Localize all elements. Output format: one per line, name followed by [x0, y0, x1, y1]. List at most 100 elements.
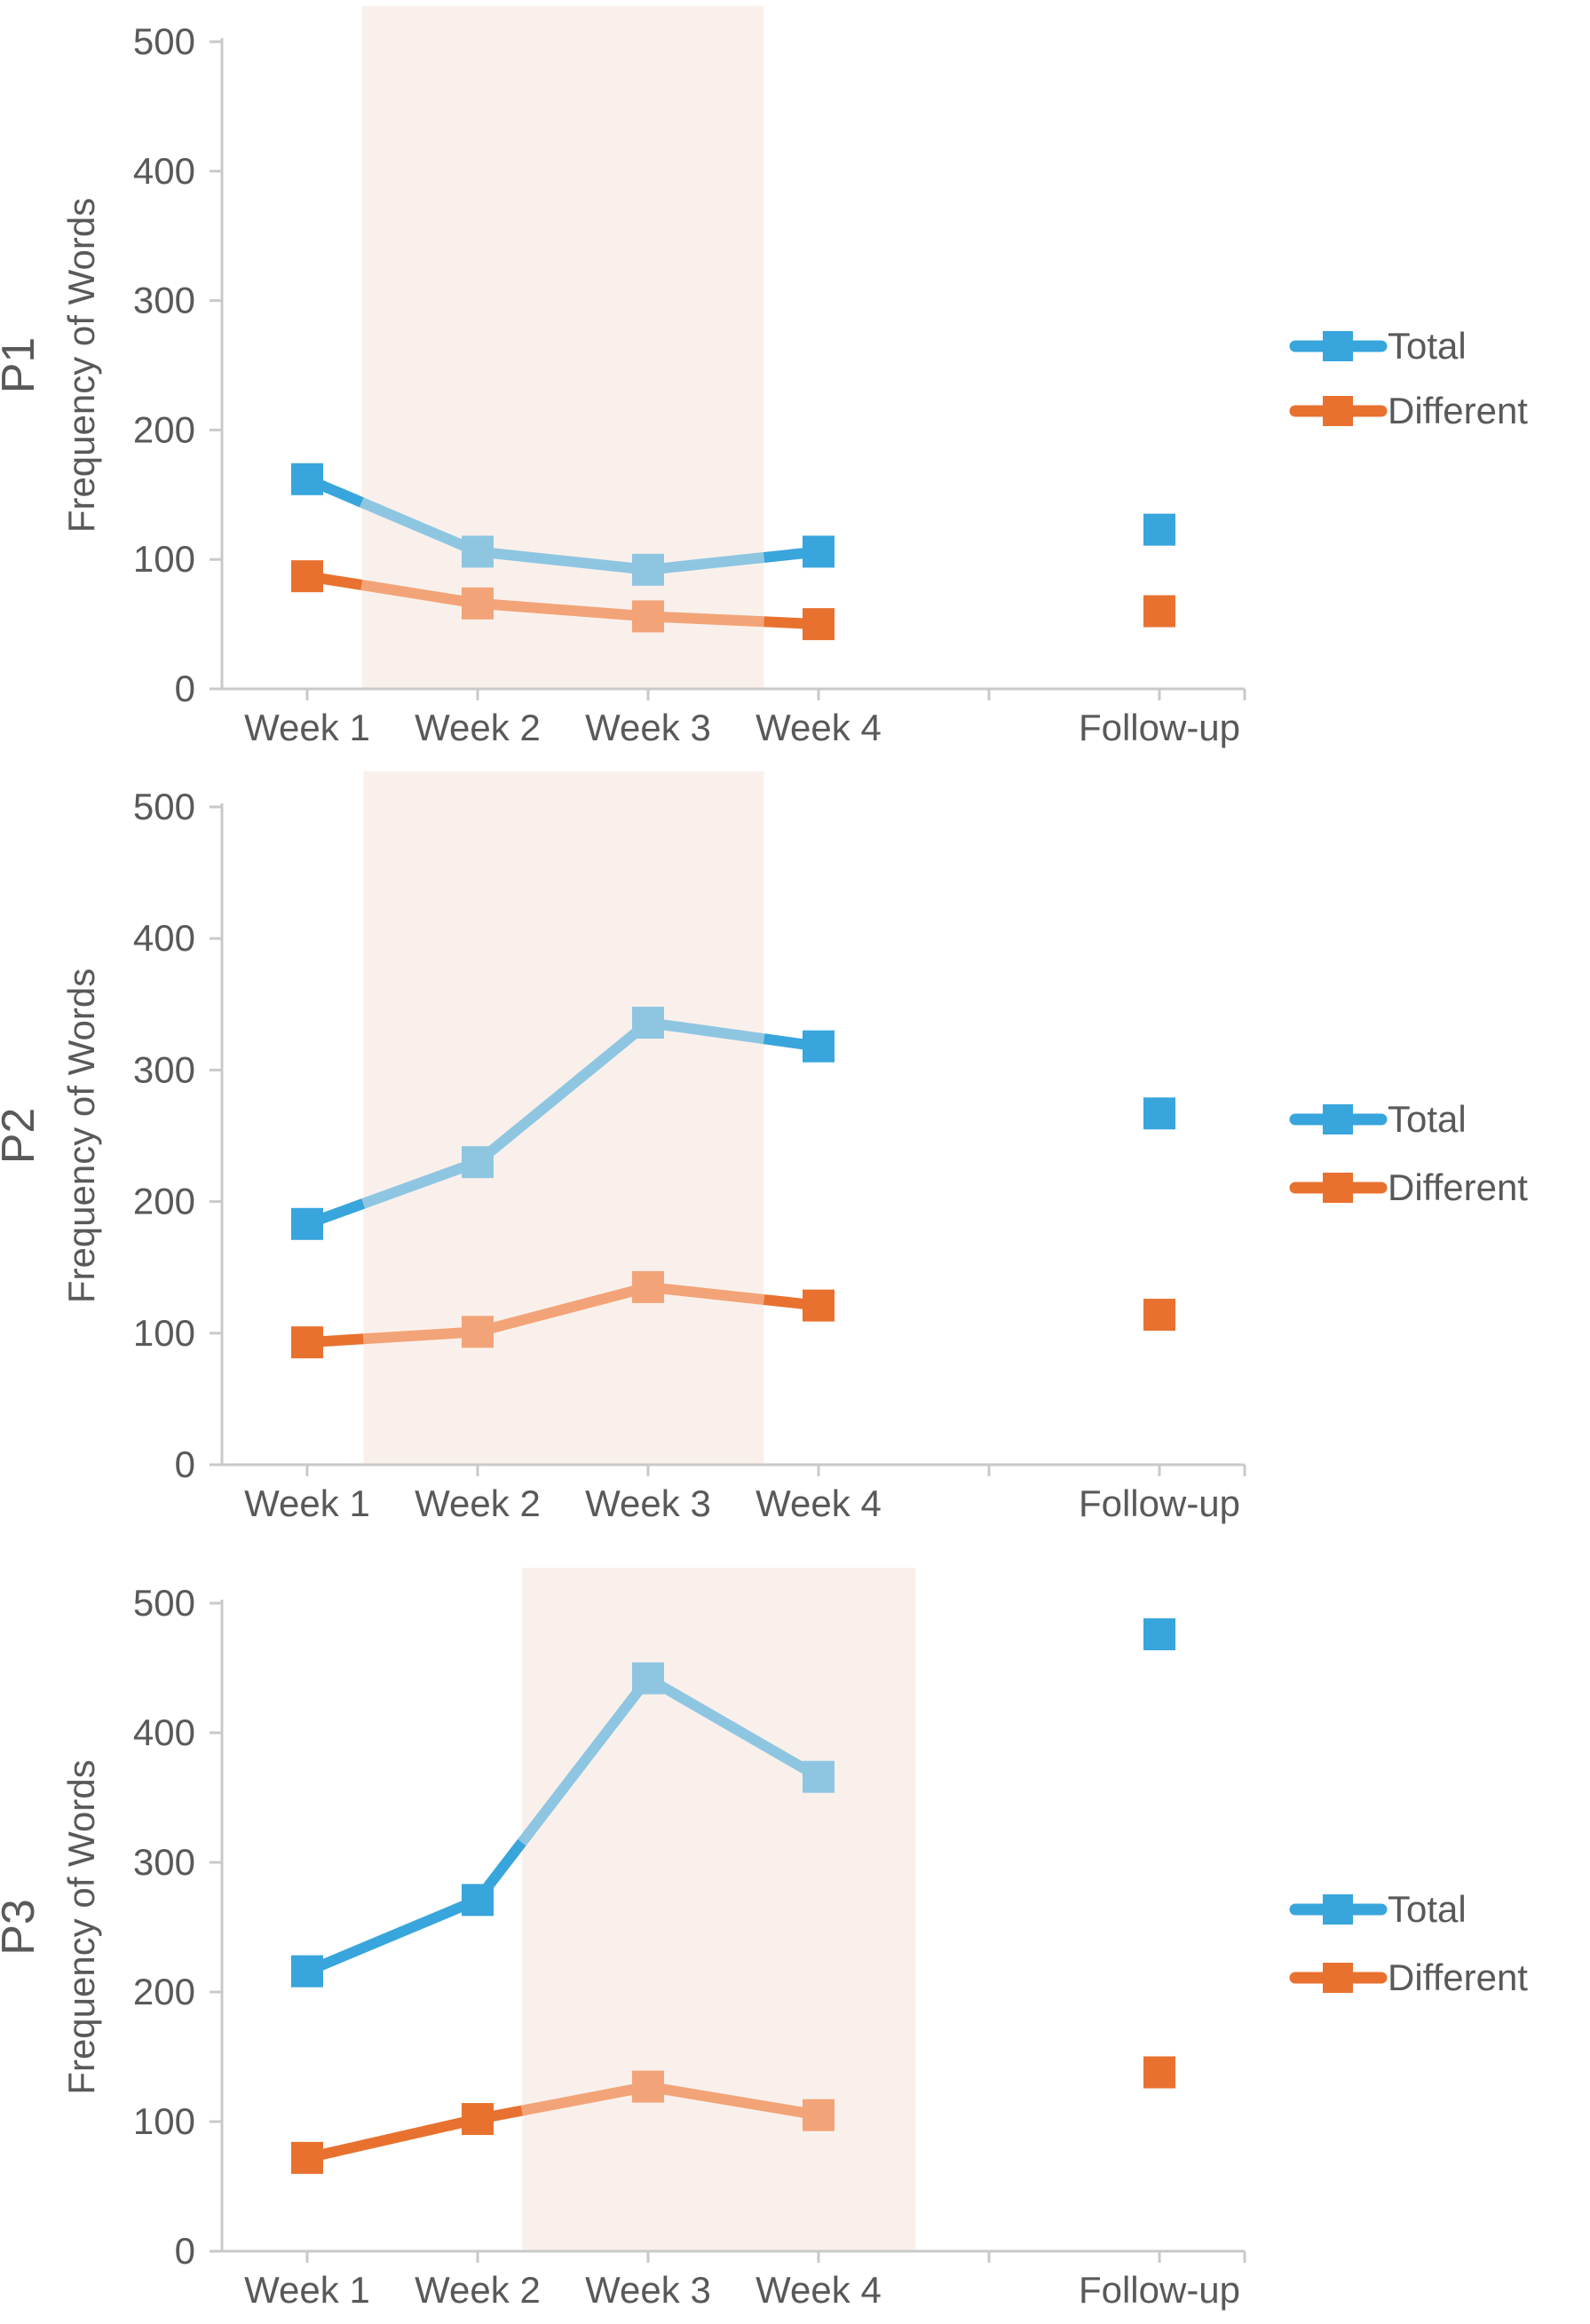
- data-point-different-week-4: [803, 2099, 835, 2131]
- legend-item-different: Different: [1289, 390, 1528, 431]
- legend-label-different: Different: [1388, 1166, 1528, 1208]
- x-tick-label: Week 2: [415, 1482, 541, 1524]
- y-tick-label: 100: [133, 538, 195, 580]
- x-tick-label: Week 4: [755, 1482, 882, 1524]
- y-axis-label: Frequency of Words: [60, 198, 102, 533]
- y-tick-label: 400: [133, 1711, 195, 1753]
- data-point-different-week-3: [632, 1270, 664, 1303]
- y-tick-label: 500: [133, 20, 195, 62]
- series-line-total: [647, 1017, 765, 1045]
- y-tick-label: 0: [175, 1443, 195, 1485]
- series-line-total: [647, 552, 765, 575]
- intervention-shade-region: [521, 1568, 916, 2251]
- y-tick-label: 300: [133, 280, 195, 321]
- x-tick-label: Follow-up: [1079, 2269, 1240, 2311]
- y-tick-label: 200: [133, 1181, 195, 1222]
- chart-P2: 0 100 200 300 400 500 Week 1 Week 2 Week 3 Week 4…: [0, 771, 1528, 1524]
- y-tick-label: 0: [175, 668, 195, 709]
- chart-P1: 0 100 200 300 400 500 Week 1 Week 2 Week 3 Week 4…: [0, 6, 1528, 748]
- data-point-total-week-4: [803, 1760, 835, 1793]
- series-line-total: [474, 1018, 652, 1166]
- data-point-total-week-2: [462, 535, 494, 568]
- data-point-total-follow-up: [1143, 1097, 1175, 1130]
- y-tick-label: 400: [133, 150, 195, 192]
- data-point-different-week-2: [462, 1316, 494, 1348]
- x-tick-label: Week 3: [585, 707, 711, 748]
- panel-title: P1: [0, 337, 44, 394]
- series-line-different: [477, 597, 649, 622]
- x-tick-label: Week 1: [244, 707, 370, 748]
- panel-title: P3: [0, 1899, 44, 1956]
- data-point-total-week-3: [632, 553, 664, 586]
- panel-title: P2: [0, 1108, 44, 1165]
- legend-marker-total: [1323, 1104, 1353, 1134]
- data-point-total-week-4: [803, 1030, 835, 1063]
- x-tick-label: Week 3: [585, 1482, 711, 1524]
- data-point-different-follow-up: [1143, 2056, 1175, 2089]
- intervention-shade-region: [363, 771, 764, 1465]
- data-point-total-week-1: [291, 462, 323, 495]
- series-line-different: [476, 1282, 650, 1338]
- y-axis-label: Frequency of Words: [60, 1759, 102, 2094]
- x-tick-label: Week 4: [755, 2269, 882, 2311]
- legend-label-total: Total: [1388, 1098, 1467, 1140]
- series-line-different: [520, 2081, 650, 2116]
- series-line-different: [647, 1281, 765, 1306]
- legend-item-total: Total: [1289, 325, 1467, 367]
- x-tick-label: Week 1: [244, 2269, 370, 2311]
- y-tick-label: 400: [133, 917, 195, 959]
- series-line-total: [361, 1157, 480, 1209]
- series-line-different: [360, 580, 479, 609]
- y-tick-label: 200: [133, 1971, 195, 2012]
- data-point-total-week-3: [632, 1007, 664, 1039]
- series-line-total: [360, 497, 480, 557]
- legend-marker-different: [1323, 1963, 1353, 1993]
- data-point-different-week-1: [291, 1326, 323, 1359]
- legend-marker-total: [1323, 1894, 1353, 1925]
- data-point-different-follow-up: [1143, 595, 1175, 628]
- x-tick-label: Follow-up: [1079, 1482, 1240, 1524]
- data-point-total-week-2: [462, 1884, 494, 1917]
- y-tick-label: 500: [133, 786, 195, 827]
- legend-item-different: Different: [1289, 1956, 1528, 1998]
- x-tick-label: Follow-up: [1079, 707, 1240, 748]
- series-line-different: [305, 2114, 479, 2163]
- legend-label-different: Different: [1388, 390, 1528, 431]
- legend-label-different: Different: [1388, 1956, 1528, 1998]
- x-tick-label: Week 1: [244, 1482, 370, 1524]
- x-tick-label: Week 3: [585, 2269, 711, 2311]
- data-point-total-week-1: [291, 1955, 323, 1988]
- legend-marker-different: [1323, 1173, 1353, 1203]
- legend-marker-different: [1323, 396, 1353, 426]
- legend-label-total: Total: [1388, 1888, 1467, 1930]
- x-tick-label: Week 2: [415, 707, 541, 748]
- x-tick-label: Week 4: [755, 707, 882, 748]
- x-tick-label: Week 2: [415, 2269, 541, 2311]
- series-line-different: [362, 1326, 479, 1345]
- y-tick-label: 200: [133, 408, 195, 450]
- y-tick-label: 300: [133, 1841, 195, 1883]
- data-point-different-week-2: [462, 2103, 494, 2136]
- series-line-total: [645, 1673, 822, 1782]
- series-line-different: [647, 2081, 819, 2121]
- data-point-different-follow-up: [1143, 1299, 1175, 1332]
- data-point-total-follow-up: [1143, 1618, 1175, 1651]
- legend-item-different: Different: [1289, 1166, 1528, 1208]
- y-tick-label: 0: [175, 2230, 195, 2272]
- data-point-different-week-1: [291, 2141, 323, 2174]
- data-point-different-week-3: [632, 2070, 664, 2103]
- legend-item-total: Total: [1289, 1888, 1467, 1930]
- data-point-different-week-2: [462, 587, 494, 620]
- data-point-total-follow-up: [1143, 513, 1175, 546]
- data-point-total-week-3: [632, 1662, 664, 1695]
- legend-label-total: Total: [1388, 325, 1467, 367]
- data-point-total-week-4: [803, 535, 835, 568]
- series-line-total: [518, 1675, 653, 1846]
- chart-P3: 0 100 200 300 400 500 Week 1 Week 2 Week 3 Week 4…: [0, 1568, 1528, 2311]
- series-line-total: [305, 1894, 480, 1977]
- y-tick-label: 100: [133, 1312, 195, 1354]
- data-point-total-week-2: [462, 1146, 494, 1179]
- data-point-different-week-4: [803, 608, 835, 641]
- data-point-total-week-1: [291, 1207, 323, 1240]
